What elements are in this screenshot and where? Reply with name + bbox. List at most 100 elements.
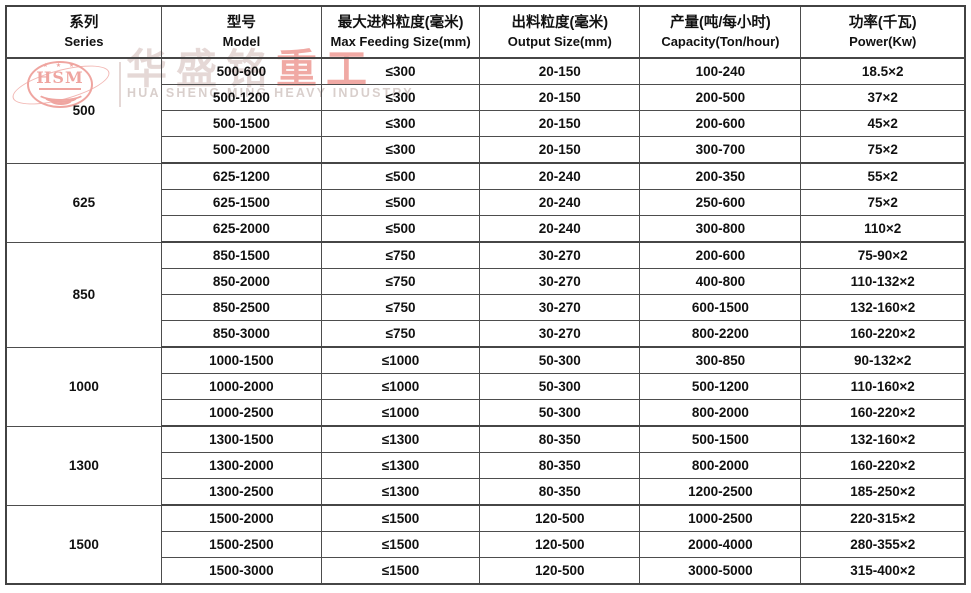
capacity-cell: 100-240 xyxy=(639,57,802,85)
max-feeding-cell: ≤1300 xyxy=(320,478,481,506)
series-cell: 1500 xyxy=(5,504,162,585)
model-cell: 1500-3000 xyxy=(160,557,322,585)
output-size-cell: 20-150 xyxy=(479,136,641,164)
model-cell: 1500-2500 xyxy=(160,531,322,558)
col-header-power-en: Power(Kw) xyxy=(849,34,917,50)
power-cell: 280-355×2 xyxy=(800,531,966,558)
output-size-cell: 20-240 xyxy=(479,189,641,216)
output-size-cell: 30-270 xyxy=(479,241,641,269)
model-cell: 1000-1500 xyxy=(160,346,322,374)
power-cell: 90-132×2 xyxy=(800,346,966,374)
col-header-capacity-zh: 产量(吨/每小时) xyxy=(670,15,771,32)
col-header-capacity-en: Capacity(Ton/hour) xyxy=(661,34,780,50)
col-header-max-feeding: 最大进料粒度(毫米) Max Feeding Size(mm) xyxy=(320,5,481,59)
power-cell: 220-315×2 xyxy=(800,504,966,532)
capacity-cell: 800-2000 xyxy=(639,452,802,479)
power-cell: 110-132×2 xyxy=(800,268,966,295)
max-feeding-cell: ≤750 xyxy=(320,241,481,269)
model-cell: 850-1500 xyxy=(160,241,322,269)
max-feeding-cell: ≤500 xyxy=(320,215,481,243)
col-header-output-size-zh: 出料粒度(毫米) xyxy=(511,15,609,32)
col-header-model-zh: 型号 xyxy=(226,15,256,32)
capacity-cell: 200-600 xyxy=(639,241,802,269)
model-cell: 850-2500 xyxy=(160,294,322,321)
max-feeding-cell: ≤750 xyxy=(320,268,481,295)
col-header-series: 系列 Series xyxy=(5,5,162,59)
power-cell: 75×2 xyxy=(800,189,966,216)
table-row: 1500 1500-2000 ≤1500 120-500 1000-2500 220-31… xyxy=(5,504,966,585)
max-feeding-cell: ≤1000 xyxy=(320,373,481,400)
power-cell: 45×2 xyxy=(800,110,966,137)
power-cell: 55×2 xyxy=(800,162,966,190)
series-cell: 500 xyxy=(5,57,162,164)
table-row: 500 500-600 ≤300 20-150 100-240 18.5×2 xyxy=(5,57,966,164)
max-feeding-cell: ≤300 xyxy=(320,110,481,137)
capacity-cell: 250-600 xyxy=(639,189,802,216)
table-row: 1300 1300-1500 ≤1300 80-350 500-1500 132-160×… xyxy=(5,425,966,506)
output-size-cell: 80-350 xyxy=(479,425,641,453)
model-cell: 625-1200 xyxy=(160,162,322,190)
series-cell: 1300 xyxy=(5,425,162,506)
table-row: 1500-2500 ≤1500 120-500 2000-4000 280-355×2 xyxy=(6,531,966,558)
output-size-cell: 30-270 xyxy=(479,320,641,348)
model-cell: 1000-2500 xyxy=(160,399,322,427)
output-size-cell: 50-300 xyxy=(479,399,641,427)
capacity-cell: 200-600 xyxy=(639,110,802,137)
model-cell: 500-1500 xyxy=(160,110,322,137)
header-row: 系列 Series 型号 Model 最大进料粒度(毫米) Max Feedin… xyxy=(5,5,966,59)
model-cell: 500-2000 xyxy=(160,136,322,164)
model-cell: 1300-2500 xyxy=(160,478,322,506)
output-size-cell: 80-350 xyxy=(479,452,641,479)
power-cell: 37×2 xyxy=(800,84,966,111)
capacity-cell: 800-2200 xyxy=(639,320,802,348)
table-row: 1300-2500 ≤1300 80-350 1200-2500 185-250×2 xyxy=(6,478,966,506)
table-row: 1000-2500 ≤1000 50-300 800-2000 160-220×2 xyxy=(6,399,966,427)
max-feeding-cell: ≤1000 xyxy=(320,346,481,374)
output-size-cell: 30-270 xyxy=(479,294,641,321)
power-cell: 160-220×2 xyxy=(800,320,966,348)
power-cell: 185-250×2 xyxy=(800,478,966,506)
table-row: 850 850-1500 ≤750 30-270 200-600 75-90×2 xyxy=(5,241,966,348)
table-row: 1000-2000 ≤1000 50-300 500-1200 110-160×2 xyxy=(6,373,966,400)
power-cell: 160-220×2 xyxy=(800,399,966,427)
max-feeding-cell: ≤300 xyxy=(320,136,481,164)
power-cell: 110-160×2 xyxy=(800,373,966,400)
col-header-max-feeding-en: Max Feeding Size(mm) xyxy=(330,34,471,50)
table-row: 1300-2000 ≤1300 80-350 800-2000 160-220×2 xyxy=(6,452,966,479)
capacity-cell: 500-1500 xyxy=(639,425,802,453)
capacity-cell: 800-2000 xyxy=(639,399,802,427)
table-row: 1500-3000 ≤1500 120-500 3000-5000 315-400×2 xyxy=(6,557,966,585)
output-size-cell: 120-500 xyxy=(479,504,641,532)
spec-table-body: 500 500-600 ≤300 20-150 100-240 18.5×2 500-120… xyxy=(5,57,966,585)
output-size-cell: 20-150 xyxy=(479,57,641,85)
output-size-cell: 120-500 xyxy=(479,531,641,558)
capacity-cell: 2000-4000 xyxy=(639,531,802,558)
capacity-cell: 300-850 xyxy=(639,346,802,374)
model-cell: 1300-1500 xyxy=(160,425,322,453)
power-cell: 132-160×2 xyxy=(800,294,966,321)
power-cell: 160-220×2 xyxy=(800,452,966,479)
power-cell: 75×2 xyxy=(800,136,966,164)
model-cell: 1000-2000 xyxy=(160,373,322,400)
output-size-cell: 20-150 xyxy=(479,110,641,137)
table-row: 850-3000 ≤750 30-270 800-2200 160-220×2 xyxy=(6,320,966,348)
model-cell: 625-1500 xyxy=(160,189,322,216)
output-size-cell: 20-150 xyxy=(479,84,641,111)
col-header-power-zh: 功率(千瓦) xyxy=(848,15,917,32)
output-size-cell: 30-270 xyxy=(479,268,641,295)
output-size-cell: 80-350 xyxy=(479,478,641,506)
output-size-cell: 20-240 xyxy=(479,215,641,243)
col-header-output-size: 出料粒度(毫米) Output Size(mm) xyxy=(479,5,641,59)
max-feeding-cell: ≤1000 xyxy=(320,399,481,427)
table-row: 625-1500 ≤500 20-240 250-600 75×2 xyxy=(6,189,966,216)
col-header-model-en: Model xyxy=(222,34,261,50)
model-cell: 500-600 xyxy=(160,57,322,85)
col-header-max-feeding-zh: 最大进料粒度(毫米) xyxy=(337,15,464,32)
max-feeding-cell: ≤750 xyxy=(320,320,481,348)
spec-sheet-page: ★ ★ ★ HSM 华盛铭重工 HUA SHENG MING HEAVY IND… xyxy=(0,5,971,593)
max-feeding-cell: ≤300 xyxy=(320,57,481,85)
col-header-model: 型号 Model xyxy=(160,5,322,59)
max-feeding-cell: ≤300 xyxy=(320,84,481,111)
col-header-capacity: 产量(吨/每小时) Capacity(Ton/hour) xyxy=(639,5,802,59)
max-feeding-cell: ≤1300 xyxy=(320,452,481,479)
